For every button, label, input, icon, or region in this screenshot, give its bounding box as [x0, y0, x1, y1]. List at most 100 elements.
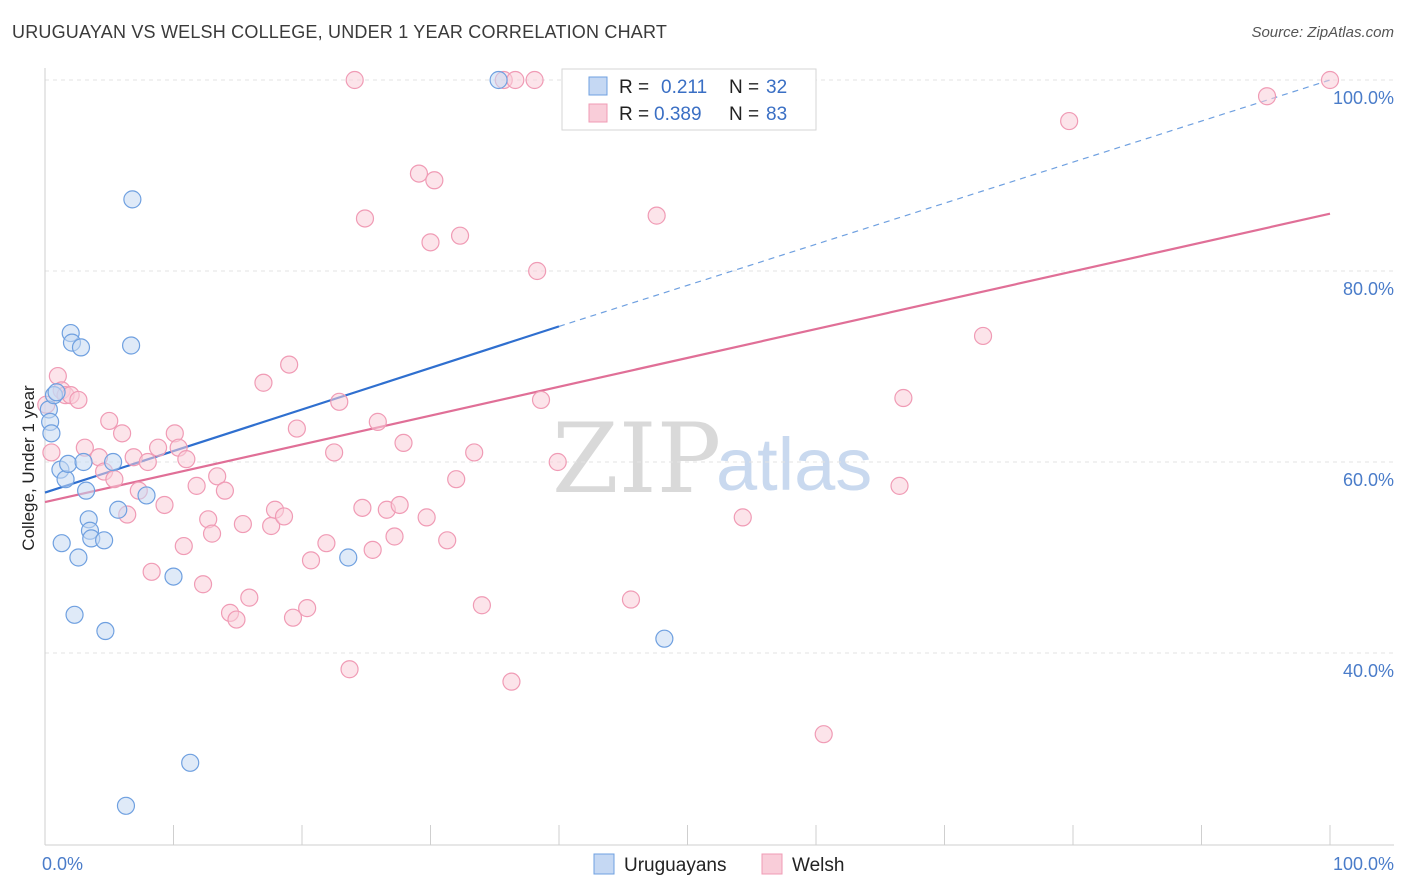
- bottom-legend-label-uruguayans: Uruguayans: [624, 855, 726, 876]
- legend-swatch-uruguayans: [588, 76, 608, 96]
- point-welsh-67: [525, 70, 544, 90]
- legend-n-label-welsh: N =: [729, 104, 759, 125]
- point-welsh-55: [409, 164, 429, 183]
- point-welsh-80: [1257, 87, 1277, 106]
- legend-n-value-uruguayans: 32: [766, 77, 787, 98]
- point-welsh-42: [317, 534, 336, 553]
- y-tick-label-40: 40.0%: [1343, 661, 1394, 681]
- point-welsh-5: [69, 390, 88, 410]
- point-welsh-52: [385, 527, 404, 546]
- point-welsh-40: [298, 599, 317, 618]
- point-welsh-56: [417, 508, 436, 527]
- point-welsh-28: [215, 481, 234, 500]
- point-welsh-70: [548, 452, 567, 472]
- point-welsh-74: [733, 508, 752, 527]
- point-welsh-45: [340, 660, 359, 679]
- point-uruguayans-15: [77, 481, 96, 500]
- point-welsh-60: [447, 470, 466, 489]
- legend-r-value-uruguayans: 0.211: [661, 77, 707, 98]
- point-welsh-72: [621, 590, 641, 609]
- point-welsh-18: [155, 495, 174, 515]
- trend-line-welsh: [44, 212, 1331, 504]
- point-uruguayans-28: [181, 753, 200, 772]
- point-welsh-26: [202, 524, 222, 543]
- bottom-legend-swatch-welsh: [761, 853, 783, 875]
- point-welsh-24: [193, 575, 213, 594]
- legend-n-value-welsh: 83: [766, 104, 787, 125]
- point-welsh-79: [1060, 111, 1079, 131]
- point-welsh-46: [345, 70, 364, 90]
- point-welsh-57: [421, 233, 440, 252]
- point-welsh-11: [112, 424, 132, 443]
- point-welsh-17: [148, 438, 168, 457]
- chart-source: Source: ZipAtlas.com: [1251, 24, 1394, 41]
- point-welsh-9: [100, 411, 119, 431]
- stats-legend: R = 0.211 N = 32 R = 0.389 N = 83: [561, 68, 817, 131]
- y-tick-label-60: 60.0%: [1343, 470, 1394, 490]
- x-tick-label-min: 0.0%: [42, 854, 83, 874]
- point-welsh-69: [531, 390, 551, 410]
- point-welsh-16: [142, 562, 161, 581]
- point-welsh-23: [187, 476, 206, 495]
- point-welsh-22: [177, 450, 196, 469]
- point-welsh-39: [287, 419, 306, 438]
- point-welsh-0: [42, 443, 61, 462]
- point-uruguayans-22: [109, 500, 128, 519]
- y-tick-label-80: 80.0%: [1343, 279, 1394, 299]
- point-welsh-78: [973, 326, 993, 346]
- point-welsh-53: [390, 495, 409, 515]
- point-welsh-77: [894, 388, 913, 408]
- point-welsh-63: [472, 596, 491, 615]
- point-uruguayans-25: [123, 190, 142, 209]
- legend-r-label-uruguayans: R =: [619, 77, 649, 98]
- point-uruguayans-13: [71, 338, 91, 357]
- data-points: [37, 70, 1340, 815]
- point-uruguayans-26: [137, 486, 156, 505]
- y-axis-label: College, Under 1 year: [19, 385, 38, 551]
- trend-line-uruguayans: [44, 325, 560, 494]
- point-welsh-15: [138, 452, 157, 472]
- point-welsh-54: [394, 433, 413, 452]
- point-welsh-76: [890, 476, 909, 495]
- point-uruguayans-20: [96, 621, 115, 641]
- point-welsh-31: [233, 514, 252, 534]
- point-welsh-44: [330, 392, 349, 411]
- point-uruguayans-29: [339, 548, 358, 567]
- point-uruguayans-7: [56, 470, 75, 489]
- point-welsh-58: [425, 171, 444, 190]
- watermark-atlas: atlas: [716, 423, 872, 506]
- point-welsh-48: [355, 209, 375, 228]
- point-welsh-47: [353, 498, 372, 517]
- point-welsh-38: [283, 608, 303, 627]
- legend-r-label-welsh: R =: [619, 104, 649, 125]
- point-welsh-50: [368, 412, 387, 431]
- point-welsh-43: [325, 443, 344, 462]
- legend-swatch-welsh: [588, 103, 608, 123]
- point-uruguayans-23: [116, 796, 136, 815]
- point-welsh-10: [105, 470, 124, 489]
- point-uruguayans-4: [47, 383, 66, 402]
- point-uruguayans-30: [489, 70, 508, 90]
- point-uruguayans-11: [65, 605, 84, 624]
- point-welsh-41: [301, 551, 321, 570]
- point-welsh-65: [502, 672, 521, 691]
- point-welsh-73: [647, 206, 666, 225]
- point-uruguayans-14: [74, 452, 93, 472]
- watermark-zip: ZIP: [552, 403, 721, 515]
- point-welsh-66: [506, 70, 525, 90]
- y-tick-labels: 40.0% 60.0% 80.0% 100.0%: [1333, 88, 1394, 681]
- y-tick-label-100: 100.0%: [1333, 88, 1394, 108]
- point-uruguayans-8: [59, 454, 78, 474]
- point-uruguayans-31: [655, 629, 674, 648]
- point-uruguayans-21: [104, 452, 123, 472]
- point-welsh-59: [438, 531, 457, 550]
- point-uruguayans-6: [52, 534, 71, 553]
- point-welsh-75: [814, 725, 833, 744]
- point-uruguayans-2: [42, 424, 61, 443]
- bottom-legend-label-welsh: Welsh: [792, 855, 844, 876]
- point-welsh-33: [254, 373, 273, 392]
- point-welsh-68: [528, 261, 547, 281]
- point-welsh-62: [465, 443, 484, 462]
- chart-title: URUGUAYAN VS WELSH COLLEGE, UNDER 1 YEAR…: [12, 22, 668, 42]
- point-welsh-32: [240, 588, 259, 607]
